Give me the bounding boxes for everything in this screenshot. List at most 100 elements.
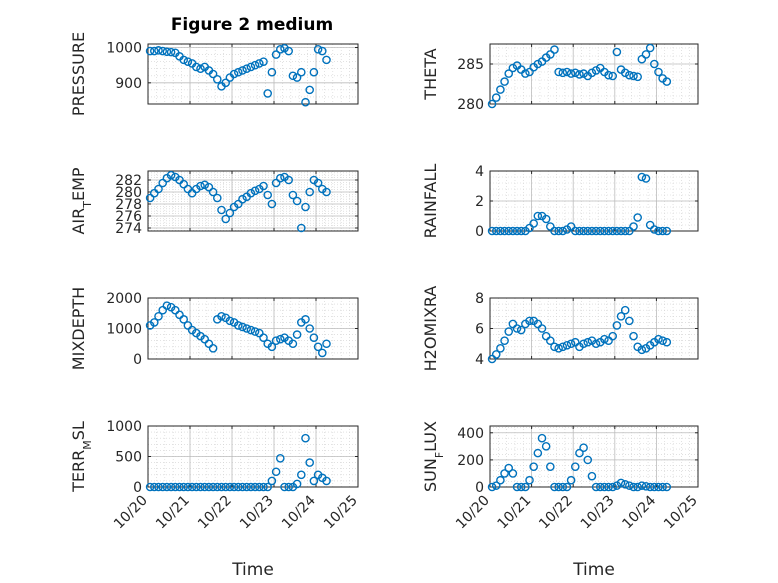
x-tick-label: 10/23 (578, 493, 618, 533)
data-point (516, 226, 526, 236)
data-point (554, 226, 563, 236)
data-point (179, 55, 188, 65)
data-point (309, 476, 319, 486)
data-point (288, 190, 298, 200)
y-tick-label: 276 (115, 209, 142, 225)
data-point (305, 85, 315, 95)
data-point (242, 324, 251, 333)
data-point (158, 305, 167, 315)
subplot-theta: 280 285 THETA (421, 43, 699, 113)
data-point (508, 226, 518, 236)
data-point (154, 482, 163, 492)
data-point (608, 71, 618, 81)
data-point (512, 482, 522, 492)
data-point (508, 469, 518, 478)
data-point (658, 336, 667, 346)
y-tick-label: 500 (115, 450, 142, 466)
data-point (546, 462, 555, 471)
data-point (529, 462, 538, 471)
data-point (612, 47, 622, 57)
data-point (554, 67, 563, 77)
y-tick-label: 900 (115, 76, 142, 92)
data-point (575, 226, 584, 236)
data-point (187, 482, 197, 492)
data-point (292, 73, 302, 82)
data-point (629, 222, 638, 231)
data-point (591, 482, 601, 492)
data-point (233, 67, 243, 77)
data-point (620, 305, 630, 315)
data-point (570, 226, 580, 236)
data-point (191, 482, 201, 492)
data-point (221, 482, 230, 492)
data-point (284, 482, 294, 492)
data-point (250, 482, 260, 492)
data-point (275, 334, 285, 344)
data-point (637, 345, 647, 355)
data-point (250, 327, 260, 336)
data-point (541, 214, 551, 224)
data-point (512, 324, 522, 333)
data-point (504, 69, 514, 78)
x-tick-label: 10/22 (536, 493, 576, 533)
data-point (254, 482, 264, 492)
data-point (604, 70, 613, 80)
data-point (662, 482, 672, 492)
data-point (541, 442, 551, 451)
data-point (166, 47, 176, 57)
data-point (579, 226, 588, 236)
data-point (558, 68, 568, 78)
figure-title: Figure 2 medium (171, 15, 333, 35)
data-point (271, 467, 281, 477)
data-point (309, 67, 319, 77)
data-point (145, 46, 155, 56)
data-point (242, 482, 251, 492)
data-point (145, 482, 155, 492)
data-point (525, 316, 534, 326)
data-point (550, 226, 559, 236)
data-point (225, 316, 235, 326)
data-point (554, 344, 563, 353)
data-point (550, 45, 559, 54)
data-point (562, 340, 572, 350)
y-tick-label: 0 (475, 480, 484, 496)
data-point (305, 324, 315, 333)
data-point (280, 482, 289, 492)
data-point (558, 226, 568, 236)
data-point (487, 99, 497, 109)
data-point (620, 68, 630, 78)
data-point (496, 85, 505, 94)
data-point (516, 482, 526, 492)
data-point (604, 482, 613, 492)
data-point (591, 66, 601, 75)
x-tick-label: 10/20 (111, 493, 151, 533)
data-point (179, 315, 188, 324)
data-point (183, 482, 193, 492)
data-point (204, 182, 214, 192)
data-point (313, 342, 323, 352)
data-point (183, 321, 193, 330)
data-point (625, 316, 634, 326)
data-point (292, 330, 302, 339)
data-point (246, 188, 256, 198)
data-point (271, 336, 281, 346)
data-point (267, 342, 277, 352)
y-tick-label: 1000 (106, 41, 142, 57)
x-tick-label: 10/23 (237, 493, 277, 533)
data-point (267, 476, 277, 486)
data-point (242, 64, 251, 74)
data-point (322, 339, 331, 349)
data-point (238, 66, 247, 75)
data-point (658, 226, 667, 236)
y-tick-label: 2 (475, 194, 484, 210)
data-point (608, 226, 618, 236)
x-axis-label: Time (231, 560, 274, 580)
data-point (275, 44, 285, 54)
data-point (221, 78, 230, 88)
data-point (533, 59, 543, 69)
data-point (183, 57, 193, 66)
data-point (500, 77, 509, 86)
data-point (591, 339, 601, 349)
data-point (149, 318, 159, 327)
